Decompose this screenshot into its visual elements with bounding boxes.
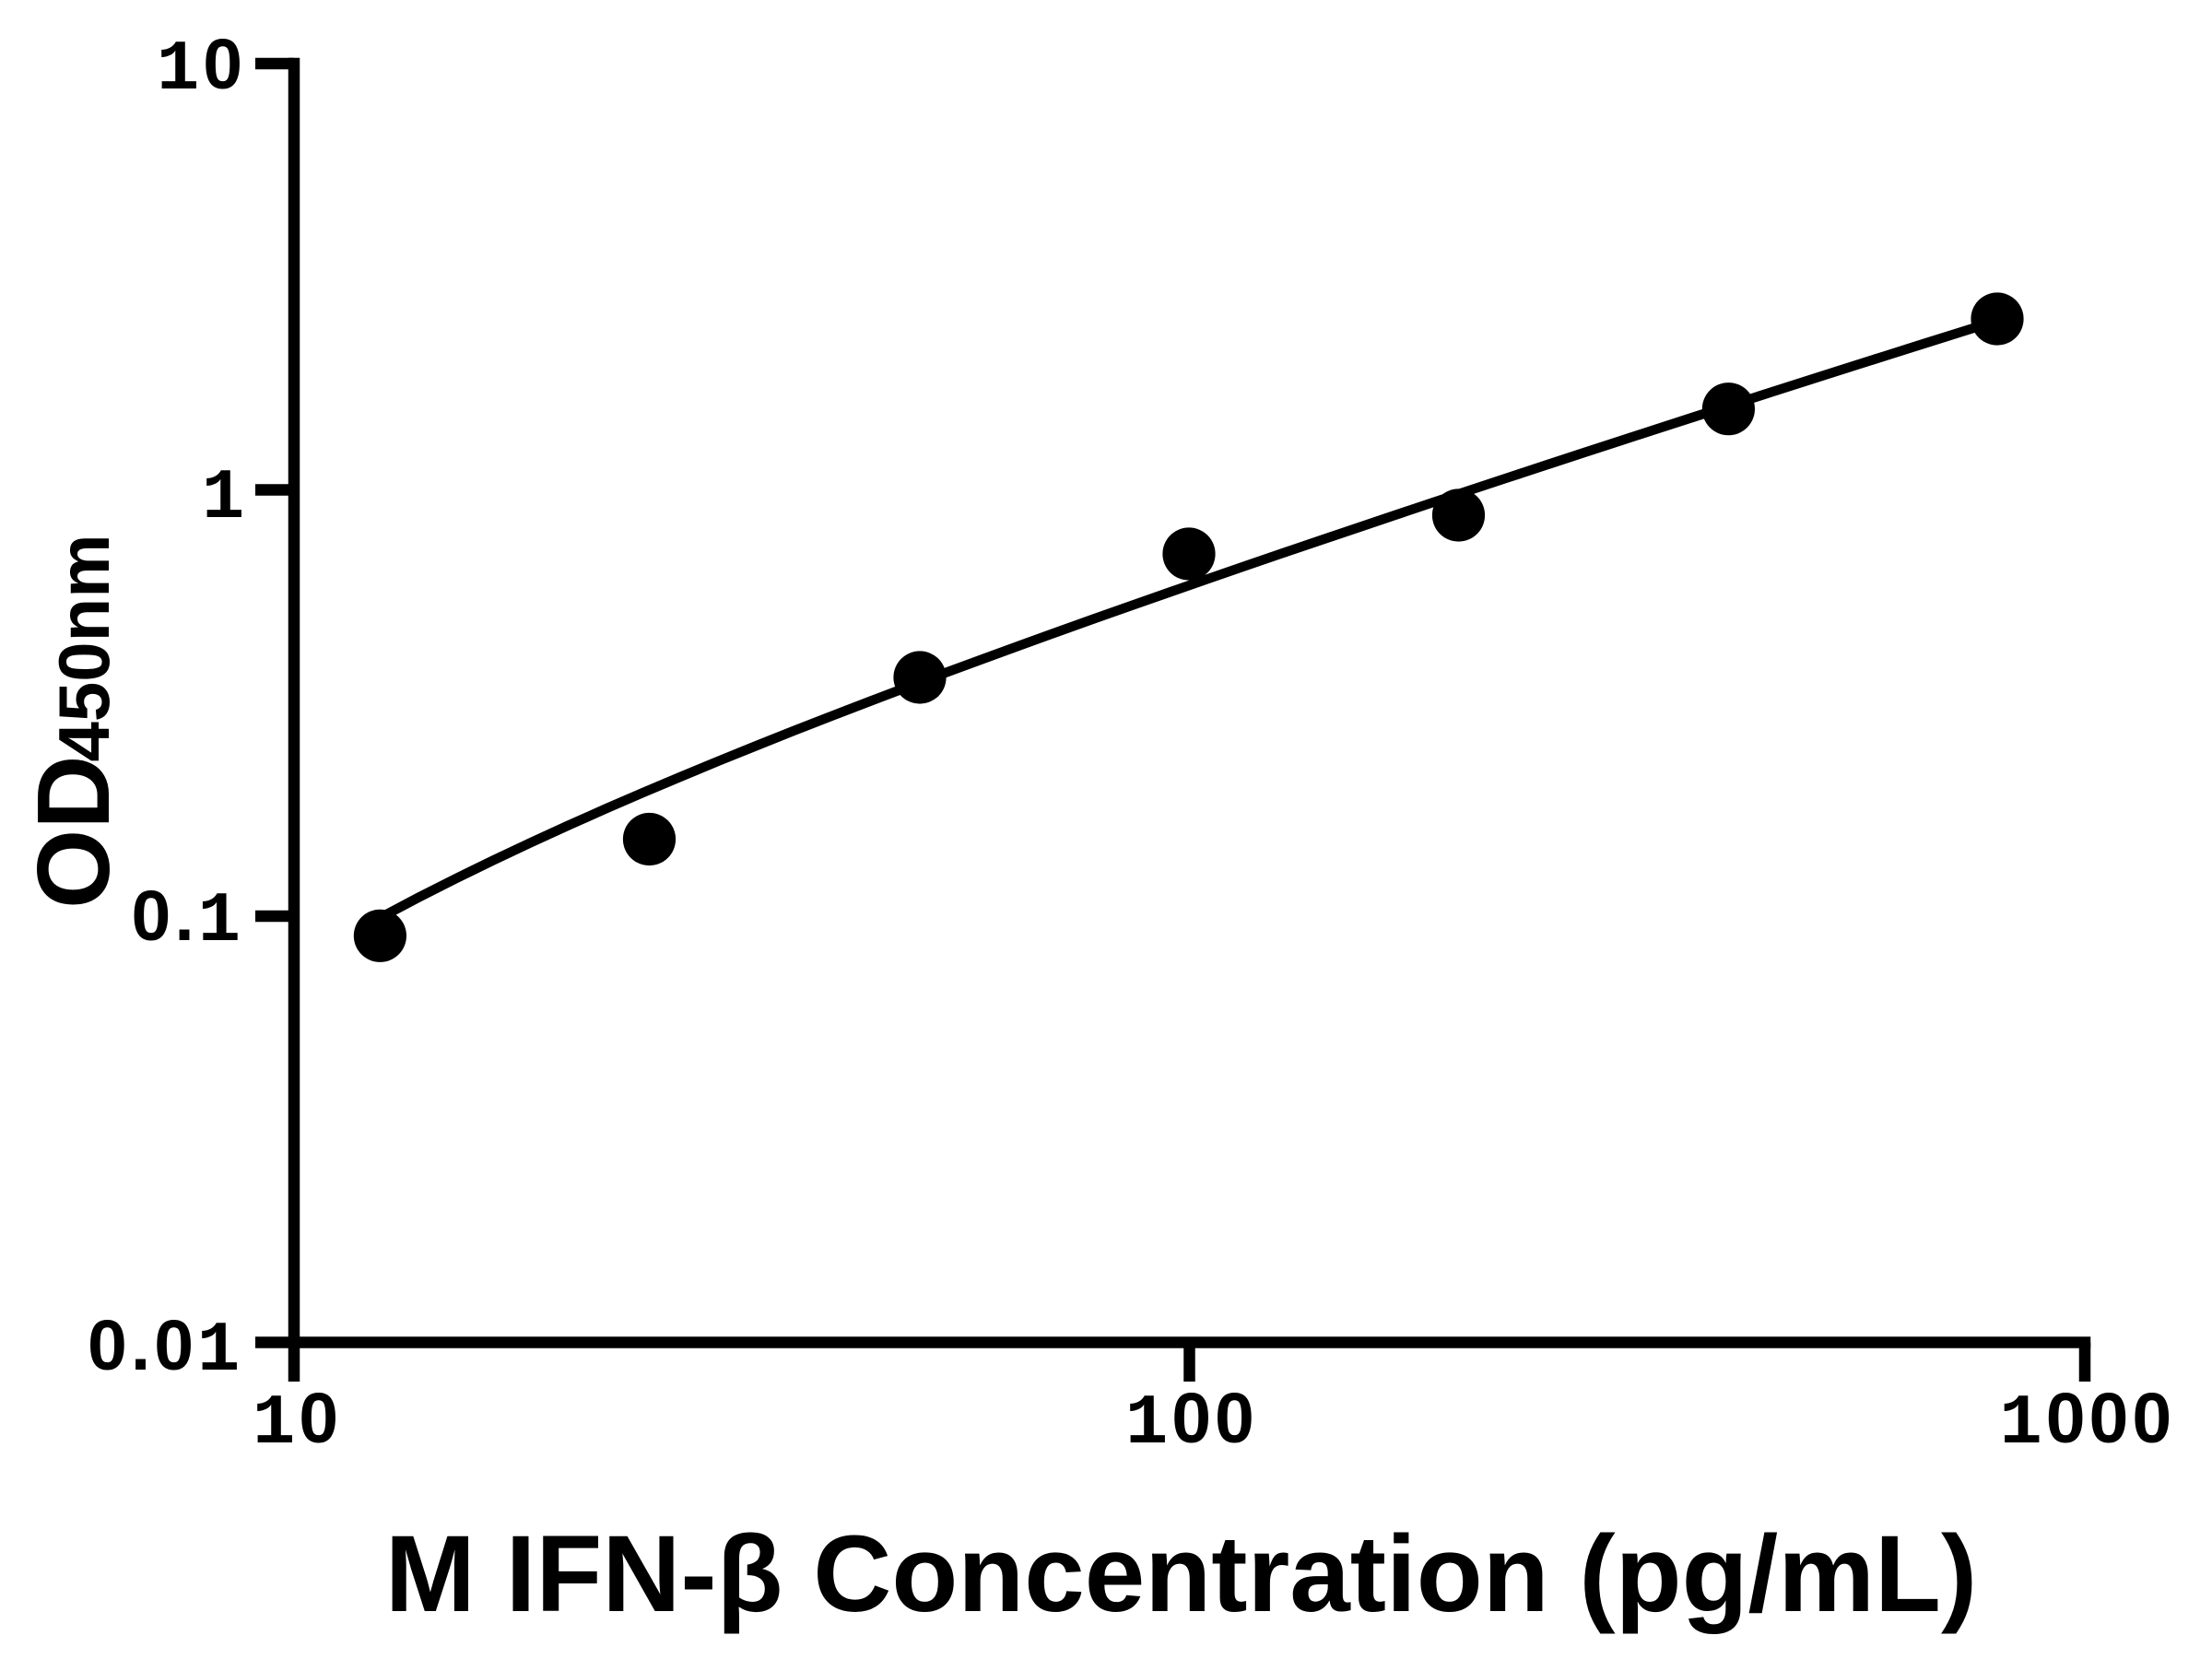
svg-text:1: 1 [202,459,248,539]
svg-text:0.1: 0.1 [132,877,244,962]
svg-text:10: 10 [253,1379,342,1465]
svg-text:M IFN-β Concentration (pg/mL): M IFN-β Concentration (pg/mL) [385,1512,1977,1634]
svg-text:1000: 1000 [2000,1379,2176,1465]
svg-text:0.01: 0.01 [88,1306,243,1392]
svg-text:10: 10 [157,25,246,111]
svg-text:OD450nm: OD450nm [17,534,131,909]
svg-text:100: 100 [1125,1379,1258,1465]
